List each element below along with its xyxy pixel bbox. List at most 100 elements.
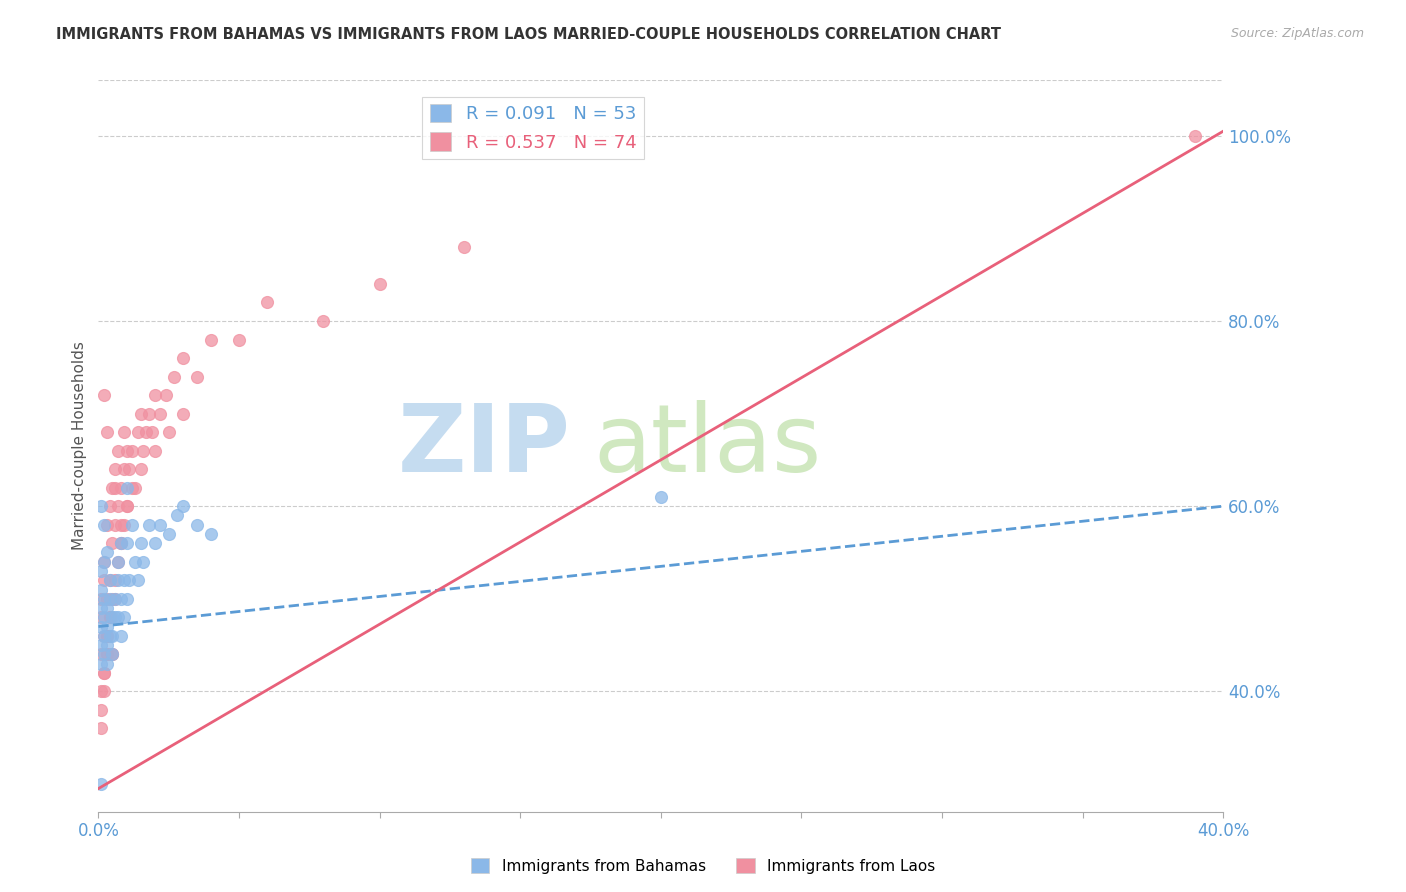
Point bbox=[312, 314, 335, 328]
Point bbox=[115, 499, 138, 513]
Point bbox=[200, 527, 222, 541]
Point bbox=[650, 490, 672, 504]
Point bbox=[93, 388, 115, 402]
Point bbox=[96, 638, 118, 652]
Point bbox=[98, 499, 121, 513]
Point bbox=[96, 591, 118, 606]
Point bbox=[93, 665, 115, 680]
Point bbox=[132, 443, 155, 458]
Point bbox=[90, 619, 112, 633]
Point bbox=[90, 722, 112, 736]
Point bbox=[96, 648, 118, 662]
Point bbox=[90, 703, 112, 717]
Point bbox=[101, 648, 124, 662]
Y-axis label: Married-couple Households: Married-couple Households bbox=[72, 342, 87, 550]
Point bbox=[90, 777, 112, 791]
Legend: R = 0.091   N = 53, R = 0.537   N = 74: R = 0.091 N = 53, R = 0.537 N = 74 bbox=[422, 96, 644, 159]
Point bbox=[90, 648, 112, 662]
Point bbox=[93, 665, 115, 680]
Point bbox=[138, 407, 160, 421]
Point bbox=[149, 407, 172, 421]
Point bbox=[110, 536, 132, 550]
Point bbox=[101, 629, 124, 643]
Point bbox=[115, 443, 138, 458]
Point bbox=[104, 610, 127, 624]
Point bbox=[228, 333, 250, 347]
Point bbox=[112, 517, 135, 532]
Point bbox=[90, 657, 112, 671]
Point bbox=[368, 277, 391, 291]
Point bbox=[93, 555, 115, 569]
Point bbox=[166, 508, 188, 523]
Legend: Immigrants from Bahamas, Immigrants from Laos: Immigrants from Bahamas, Immigrants from… bbox=[465, 852, 941, 880]
Point bbox=[93, 517, 115, 532]
Point bbox=[110, 536, 132, 550]
Point bbox=[172, 351, 194, 365]
Point bbox=[93, 574, 115, 588]
Point bbox=[93, 629, 115, 643]
Point bbox=[101, 536, 124, 550]
Point bbox=[93, 684, 115, 698]
Point bbox=[101, 648, 124, 662]
Point bbox=[1184, 128, 1206, 143]
Point bbox=[104, 574, 127, 588]
Point bbox=[256, 295, 278, 310]
Point bbox=[107, 574, 129, 588]
Text: ZIP: ZIP bbox=[398, 400, 571, 492]
Point bbox=[98, 629, 121, 643]
Point bbox=[96, 517, 118, 532]
Point bbox=[127, 425, 149, 439]
Point bbox=[90, 684, 112, 698]
Point bbox=[90, 564, 112, 578]
Point bbox=[93, 555, 115, 569]
Point bbox=[107, 555, 129, 569]
Text: Source: ZipAtlas.com: Source: ZipAtlas.com bbox=[1230, 27, 1364, 40]
Point bbox=[121, 481, 143, 495]
Point bbox=[143, 443, 166, 458]
Point bbox=[157, 527, 180, 541]
Point bbox=[93, 629, 115, 643]
Point bbox=[112, 610, 135, 624]
Point bbox=[101, 648, 124, 662]
Point bbox=[110, 481, 132, 495]
Point bbox=[104, 517, 127, 532]
Point bbox=[112, 462, 135, 476]
Point bbox=[110, 517, 132, 532]
Point bbox=[157, 425, 180, 439]
Point bbox=[110, 591, 132, 606]
Point bbox=[129, 536, 152, 550]
Point bbox=[104, 591, 127, 606]
Point bbox=[129, 407, 152, 421]
Point bbox=[96, 657, 118, 671]
Point bbox=[149, 517, 172, 532]
Point bbox=[200, 333, 222, 347]
Point bbox=[101, 591, 124, 606]
Point bbox=[96, 545, 118, 559]
Point bbox=[143, 536, 166, 550]
Point bbox=[96, 601, 118, 615]
Point bbox=[104, 481, 127, 495]
Point bbox=[132, 555, 155, 569]
Point bbox=[90, 499, 112, 513]
Point bbox=[186, 517, 208, 532]
Point bbox=[118, 574, 141, 588]
Point bbox=[115, 536, 138, 550]
Point bbox=[90, 610, 112, 624]
Point bbox=[90, 582, 112, 597]
Point bbox=[163, 369, 186, 384]
Point bbox=[112, 574, 135, 588]
Point bbox=[93, 648, 115, 662]
Point bbox=[138, 517, 160, 532]
Point bbox=[104, 591, 127, 606]
Point bbox=[98, 610, 121, 624]
Point bbox=[127, 574, 149, 588]
Point bbox=[118, 462, 141, 476]
Point bbox=[93, 610, 115, 624]
Point bbox=[172, 499, 194, 513]
Point bbox=[93, 591, 115, 606]
Text: atlas: atlas bbox=[593, 400, 821, 492]
Point bbox=[115, 591, 138, 606]
Point bbox=[101, 481, 124, 495]
Point bbox=[121, 443, 143, 458]
Text: IMMIGRANTS FROM BAHAMAS VS IMMIGRANTS FROM LAOS MARRIED-COUPLE HOUSEHOLDS CORREL: IMMIGRANTS FROM BAHAMAS VS IMMIGRANTS FR… bbox=[56, 27, 1001, 42]
